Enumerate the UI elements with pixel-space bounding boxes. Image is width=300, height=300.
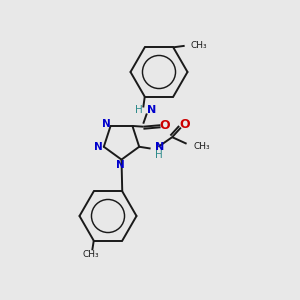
Text: CH₃: CH₃ [82, 250, 99, 259]
Text: H: H [135, 106, 143, 116]
Text: O: O [179, 118, 190, 131]
Text: O: O [160, 119, 170, 132]
Text: N: N [102, 118, 111, 129]
Text: N: N [116, 160, 124, 170]
Text: N: N [147, 106, 156, 116]
Text: CH₃: CH₃ [190, 41, 207, 50]
Text: N: N [155, 142, 164, 152]
Text: CH₃: CH₃ [193, 142, 210, 151]
Text: H: H [155, 150, 163, 160]
Text: N: N [94, 142, 103, 152]
